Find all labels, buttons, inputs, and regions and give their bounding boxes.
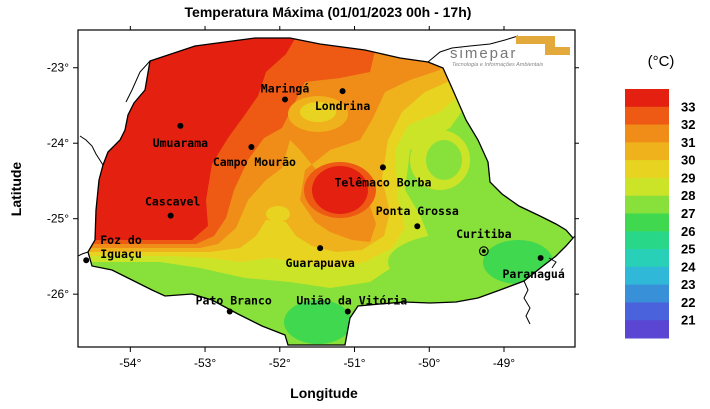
city-label-umuarama: Umuarama bbox=[153, 136, 208, 150]
legend-label: 24 bbox=[681, 259, 696, 274]
city-marker-paranagua bbox=[537, 254, 544, 261]
legend-label: 32 bbox=[681, 117, 695, 132]
map-title: Temperatura Máxima (01/01/2023 00h - 17h… bbox=[185, 4, 472, 20]
city-marker-curitiba bbox=[478, 246, 489, 256]
legend-unit: (°C) bbox=[648, 53, 675, 70]
southwest-border bbox=[78, 251, 89, 257]
legend-swatch bbox=[625, 213, 669, 232]
legend-swatch bbox=[625, 89, 669, 108]
city-label-campo-mourao: Campo Mourão bbox=[213, 155, 296, 169]
x-tick-label: -53° bbox=[194, 356, 216, 370]
legend-swatch bbox=[625, 106, 669, 126]
city-label-maringa: Maringá bbox=[261, 81, 310, 95]
legend-swatch bbox=[625, 124, 669, 143]
y-tick-label: -26° bbox=[47, 287, 69, 301]
legend-label: 23 bbox=[681, 277, 695, 292]
bay-outline bbox=[548, 257, 557, 269]
city-label-cascavel: Cascavel bbox=[145, 195, 200, 209]
legend-swatch bbox=[625, 320, 669, 339]
simepar-logo: simepar Tecnologia e Informações Ambient… bbox=[450, 36, 570, 68]
legend-label: 21 bbox=[681, 313, 695, 328]
legend-label: 25 bbox=[681, 242, 695, 257]
y-axis-title: Latitude bbox=[8, 162, 24, 217]
city-marker-guarapuava bbox=[317, 245, 324, 252]
legend-swatch bbox=[625, 266, 669, 286]
y-tick-label: -23° bbox=[47, 61, 69, 75]
city-dot-curitiba bbox=[481, 249, 486, 254]
north-border bbox=[427, 35, 519, 63]
city-marker-ponta-grossa bbox=[414, 223, 421, 230]
logo-wordmark: simepar bbox=[450, 45, 517, 62]
legend-swatch bbox=[625, 160, 669, 179]
x-tick-label: -52° bbox=[269, 356, 291, 370]
legend-label: 22 bbox=[681, 295, 695, 310]
londrina-cool-core bbox=[300, 102, 336, 122]
legend-label: 26 bbox=[681, 224, 695, 239]
city-marker-telemaco-borba bbox=[379, 164, 386, 171]
logo-mark bbox=[516, 36, 570, 55]
x-tick-label: -54° bbox=[119, 356, 141, 370]
city-marker-cascavel bbox=[167, 212, 174, 219]
city-marker-umuarama bbox=[177, 122, 184, 129]
legend-label: 29 bbox=[681, 170, 695, 185]
city-label-uniao-da-vitoria: União da Vitória bbox=[296, 294, 407, 308]
city-label-londrina: Londrina bbox=[315, 99, 370, 113]
hotspot-center bbox=[312, 166, 368, 214]
legend-swatch bbox=[625, 231, 669, 250]
city-label-telemaco-borba: Telêmaco Borba bbox=[334, 175, 431, 189]
legend-label: 30 bbox=[681, 153, 695, 168]
city-marker-campo-mourao bbox=[248, 143, 255, 150]
map-area bbox=[78, 30, 575, 347]
legend-label: 28 bbox=[681, 188, 695, 203]
x-tick-label: -51° bbox=[343, 356, 365, 370]
city-label-paranagua: Paranaguá bbox=[502, 267, 564, 281]
x-tick-label: -50° bbox=[418, 356, 440, 370]
axis-ticks: -54° -53° -52° -51° -50° -49° -23° -24° -25° -26° bbox=[47, 26, 579, 370]
city-marker-maringa bbox=[282, 96, 289, 103]
coast-south bbox=[523, 280, 531, 325]
legend-swatch bbox=[625, 142, 669, 161]
legend-label: 31 bbox=[681, 135, 695, 150]
city-label-curitiba: Curitiba bbox=[456, 227, 511, 241]
y-tick-label: -25° bbox=[47, 212, 69, 226]
west-border bbox=[79, 135, 104, 166]
city-label-pato-branco: Pato Branco bbox=[196, 294, 272, 308]
y-tick-label: -24° bbox=[47, 136, 69, 150]
legend-swatch bbox=[625, 249, 669, 268]
city-marker-uniao-da-vitoria bbox=[344, 308, 351, 315]
central-warm-spot bbox=[266, 206, 290, 222]
northwest-border bbox=[125, 60, 151, 103]
telemaco-cool-core bbox=[426, 140, 462, 180]
city-label-foz-do-iguacu: Foz do Iguaçu bbox=[100, 233, 142, 261]
city-marker-pato-branco bbox=[226, 308, 233, 315]
x-axis-title: Longitude bbox=[290, 385, 358, 401]
city-marker-foz-do-iguacu bbox=[83, 257, 90, 264]
legend-label: 33 bbox=[681, 99, 695, 114]
legend-swatch bbox=[625, 302, 669, 321]
chart-title: Temperatura Máxima (01/01/2023 00h - 17h… bbox=[185, 4, 472, 20]
legend-swatch bbox=[625, 195, 669, 214]
x-tick-label: -49° bbox=[493, 356, 515, 370]
city-label-ponta-grossa: Ponta Grossa bbox=[376, 204, 459, 218]
city-marker-londrina bbox=[339, 88, 346, 95]
city-label-guarapuava: Guarapuava bbox=[286, 256, 355, 270]
south-cool-patch bbox=[284, 300, 352, 344]
map-frame bbox=[77, 29, 576, 348]
legend-swatch bbox=[625, 177, 669, 197]
city-markers: Maringá Londrina Umuarama Campo Mourão Telêm… bbox=[83, 81, 565, 315]
logo-tagline: Tecnologia e Informações Ambientais bbox=[452, 62, 544, 68]
parana-state-border bbox=[87, 37, 574, 346]
legend-swatch bbox=[625, 284, 669, 303]
color-legend: (°C) 33 32 31 30 29 28 27 26 25 24 23 22 21 bbox=[625, 53, 696, 339]
legend-label: 27 bbox=[681, 206, 695, 221]
